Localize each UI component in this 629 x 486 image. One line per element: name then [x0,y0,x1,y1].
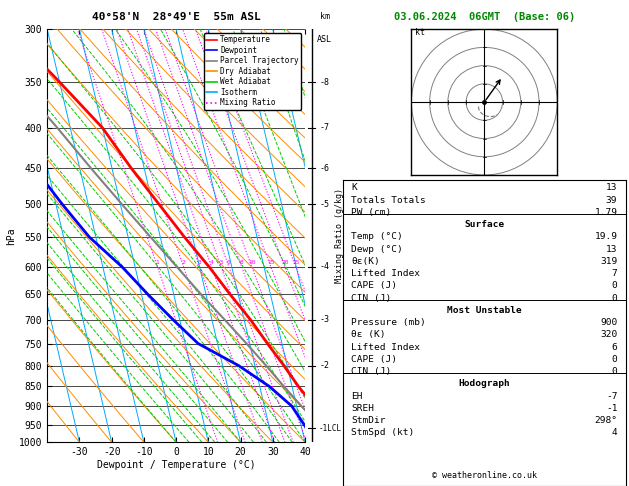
Text: -7: -7 [606,392,617,400]
Text: -7: -7 [319,123,329,132]
X-axis label: Dewpoint / Temperature (°C): Dewpoint / Temperature (°C) [97,460,255,470]
Text: StmDir: StmDir [351,416,386,425]
Text: 320: 320 [600,330,617,339]
Text: CIN (J): CIN (J) [351,294,391,303]
Text: 7: 7 [611,269,617,278]
Text: 6: 6 [227,260,231,265]
Text: Lifted Index: Lifted Index [351,269,420,278]
Text: © weatheronline.co.uk: © weatheronline.co.uk [432,471,537,480]
Text: Surface: Surface [464,220,504,229]
Text: CAPE (J): CAPE (J) [351,355,398,364]
Text: 1.79: 1.79 [594,208,617,217]
Text: θε(K): θε(K) [351,257,380,266]
Text: -4: -4 [319,262,329,272]
Text: 900: 900 [600,318,617,327]
Text: km: km [320,12,330,21]
Text: kt: kt [415,28,425,36]
Text: 20: 20 [281,260,289,265]
Text: 8: 8 [240,260,243,265]
Text: PW (cm): PW (cm) [351,208,391,217]
Text: 13: 13 [606,184,617,192]
Text: StmSpd (kt): StmSpd (kt) [351,429,415,437]
Text: 4: 4 [611,429,617,437]
Text: Totals Totals: Totals Totals [351,196,426,205]
Text: 19.9: 19.9 [594,232,617,242]
Text: -1: -1 [606,404,617,413]
Text: 3: 3 [198,260,202,265]
Text: 25: 25 [292,260,299,265]
Text: θε (K): θε (K) [351,330,386,339]
Text: 2: 2 [182,260,186,265]
Y-axis label: hPa: hPa [6,227,16,244]
Text: 5: 5 [219,260,223,265]
Text: 0: 0 [611,367,617,376]
Legend: Temperature, Dewpoint, Parcel Trajectory, Dry Adiabat, Wet Adiabat, Isotherm, Mi: Temperature, Dewpoint, Parcel Trajectory… [204,33,301,110]
Text: Hodograph: Hodograph [459,380,510,388]
Text: Temp (°C): Temp (°C) [351,232,403,242]
Text: ASL: ASL [317,35,332,44]
Text: -8: -8 [319,78,329,87]
Text: CAPE (J): CAPE (J) [351,281,398,291]
Text: 0: 0 [611,355,617,364]
Text: 0: 0 [611,294,617,303]
Text: -2: -2 [319,361,329,370]
Text: 03.06.2024  06GMT  (Base: 06): 03.06.2024 06GMT (Base: 06) [394,12,575,22]
Text: 1: 1 [155,260,159,265]
Text: 39: 39 [606,196,617,205]
Text: 15: 15 [267,260,275,265]
Text: 13: 13 [606,245,617,254]
Text: Dewp (°C): Dewp (°C) [351,245,403,254]
Text: Mixing Ratio (g/kg): Mixing Ratio (g/kg) [335,188,345,283]
Text: 4: 4 [209,260,213,265]
Text: K: K [351,184,357,192]
Text: 6: 6 [611,343,617,352]
Text: -5: -5 [319,200,329,209]
Text: 40°58'N  28°49'E  55m ASL: 40°58'N 28°49'E 55m ASL [92,12,260,22]
Text: -6: -6 [319,164,329,173]
Text: EH: EH [351,392,363,400]
Text: 298°: 298° [594,416,617,425]
Text: Most Unstable: Most Unstable [447,306,521,315]
Text: 0: 0 [611,281,617,291]
Text: -3: -3 [319,315,329,324]
Text: 10: 10 [248,260,255,265]
Text: SREH: SREH [351,404,374,413]
Text: Lifted Index: Lifted Index [351,343,420,352]
Text: -1LCL: -1LCL [319,424,342,433]
Text: 319: 319 [600,257,617,266]
Text: CIN (J): CIN (J) [351,367,391,376]
Text: Pressure (mb): Pressure (mb) [351,318,426,327]
